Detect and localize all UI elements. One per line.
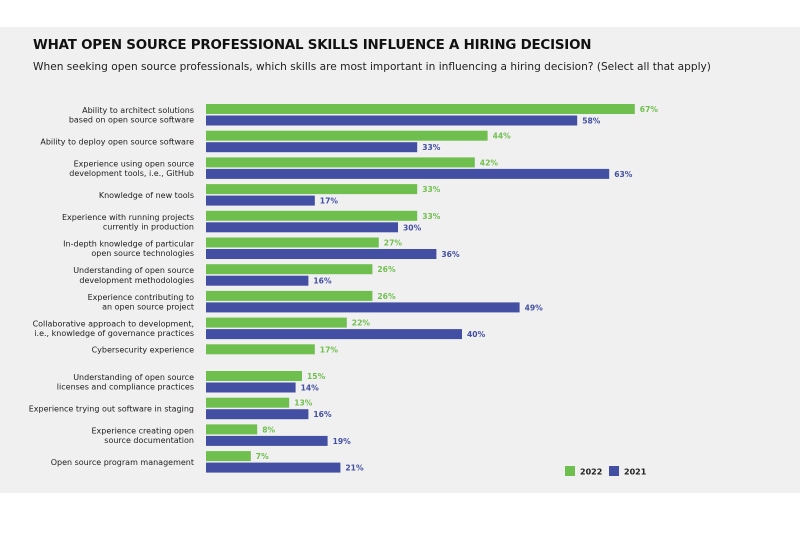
category-label-line: open source technologies bbox=[91, 249, 194, 258]
category-label: Open source program management bbox=[51, 458, 194, 467]
legend-label-2022: 2022 bbox=[580, 468, 602, 477]
value-label-2021: 16% bbox=[313, 410, 332, 419]
value-label-2021: 16% bbox=[313, 277, 332, 286]
value-label-2021: 63% bbox=[614, 170, 633, 179]
bar-2021 bbox=[206, 329, 462, 340]
value-label-2022: 22% bbox=[352, 319, 371, 328]
bar-2022 bbox=[206, 237, 379, 248]
category-label: Experience creating open source documenta… bbox=[91, 426, 194, 445]
value-label-2022: 8% bbox=[262, 425, 275, 434]
bar-2022 bbox=[206, 290, 373, 301]
value-label-2021: 17% bbox=[320, 197, 339, 206]
value-label-2022: 7% bbox=[256, 452, 269, 461]
bar-2021 bbox=[206, 168, 610, 179]
category-label: Experience contributing to an open source… bbox=[88, 293, 195, 312]
value-label-2022: 15% bbox=[307, 372, 326, 381]
category-label: Experience using open source development … bbox=[69, 159, 194, 178]
category-label: Collaborative approach to development, i.… bbox=[33, 320, 194, 339]
bar-2022 bbox=[206, 210, 418, 221]
value-label-2022: 33% bbox=[422, 212, 441, 221]
bar-2022 bbox=[206, 344, 315, 355]
bar-2022 bbox=[206, 397, 290, 408]
category-label: Understanding of open source licenses and… bbox=[57, 373, 194, 392]
value-label-2021: 14% bbox=[301, 384, 320, 393]
category-label: Understanding of open source development … bbox=[73, 266, 194, 285]
bar-2021 bbox=[206, 409, 309, 420]
category-label-line: Ability to deploy open source software bbox=[40, 137, 194, 146]
bar-2022 bbox=[206, 424, 258, 435]
category-label-line: Experience creating open bbox=[91, 426, 194, 435]
category-label-line: Understanding of open source bbox=[73, 373, 194, 382]
bar-2021 bbox=[206, 302, 520, 313]
value-label-2022: 17% bbox=[320, 345, 339, 354]
category-label-line: Experience trying out software in stagin… bbox=[29, 404, 194, 413]
bar-2022 bbox=[206, 157, 475, 168]
value-label-2022: 67% bbox=[640, 105, 659, 114]
category-label-line: Open source program management bbox=[51, 458, 194, 467]
bar-2021 bbox=[206, 462, 341, 473]
value-label-2022: 44% bbox=[493, 132, 512, 141]
value-label-2021: 40% bbox=[467, 330, 486, 339]
category-label: Cybersecurity experience bbox=[92, 345, 195, 354]
category-label: Ability to deploy open source software bbox=[40, 137, 194, 146]
chart-title: WHAT OPEN SOURCE PROFESSIONAL SKILLS INF… bbox=[33, 38, 592, 53]
legend-swatch-2022 bbox=[565, 466, 575, 476]
value-label-2021: 58% bbox=[582, 117, 601, 126]
category-label-line: source documentation bbox=[104, 436, 194, 445]
category-label-line: licenses and compliance practices bbox=[57, 383, 194, 392]
category-label-line: currently in production bbox=[103, 222, 194, 231]
category-label: In-depth knowledge of particular open sou… bbox=[63, 239, 195, 258]
bar-2022 bbox=[206, 104, 635, 114]
category-label: Experience trying out software in stagin… bbox=[29, 404, 194, 413]
bar-2021 bbox=[206, 382, 296, 393]
value-label-2021: 33% bbox=[422, 143, 441, 152]
bar-2022 bbox=[206, 184, 418, 195]
bar-2022 bbox=[206, 317, 347, 328]
category-label-line: development methodologies bbox=[79, 276, 194, 285]
category-label-line: Knowledge of new tools bbox=[99, 191, 194, 200]
value-label-2021: 36% bbox=[441, 250, 460, 259]
category-label: Knowledge of new tools bbox=[99, 191, 194, 200]
value-label-2021: 30% bbox=[403, 223, 422, 232]
bar-2022 bbox=[206, 264, 373, 275]
value-label-2022: 26% bbox=[377, 292, 396, 301]
bar-2021 bbox=[206, 249, 437, 259]
category-label-line: development tools, i.e., GitHub bbox=[69, 169, 194, 178]
bar-2021 bbox=[206, 275, 309, 286]
category-label-line: Collaborative approach to development, bbox=[33, 320, 194, 329]
category-label-line: an open source project bbox=[102, 302, 194, 311]
bar-2021 bbox=[206, 115, 578, 126]
category-label-line: In-depth knowledge of particular bbox=[63, 239, 195, 248]
category-label-line: Experience with running projects bbox=[62, 213, 194, 222]
value-label-2022: 33% bbox=[422, 185, 441, 194]
value-label-2022: 27% bbox=[384, 239, 403, 248]
category-label-line: Cybersecurity experience bbox=[92, 345, 195, 354]
value-label-2022: 42% bbox=[480, 158, 499, 167]
value-label-2021: 49% bbox=[525, 303, 544, 312]
bar-2022 bbox=[206, 130, 488, 141]
bar-2021 bbox=[206, 435, 328, 446]
category-label: Experience with running projects currentl… bbox=[62, 213, 194, 232]
bar-2021 bbox=[206, 142, 418, 153]
value-label-2022: 13% bbox=[294, 399, 313, 408]
category-label-line: Experience using open source bbox=[74, 159, 194, 168]
legend-swatch-2021 bbox=[609, 466, 619, 476]
bar-2022 bbox=[206, 371, 302, 381]
category-label-line: Understanding of open source bbox=[73, 266, 194, 275]
legend-label-2021: 2021 bbox=[624, 468, 647, 477]
category-label-line: i.e., knowledge of governance practices bbox=[34, 329, 194, 338]
bar-2021 bbox=[206, 222, 398, 233]
bar-2021 bbox=[206, 195, 315, 206]
category-label: Ability to architect solutions based on o… bbox=[69, 106, 194, 125]
value-label-2021: 21% bbox=[345, 464, 364, 473]
category-label-line: based on open source software bbox=[69, 116, 194, 125]
value-label-2022: 26% bbox=[377, 265, 396, 274]
bar-2022 bbox=[206, 451, 251, 462]
value-label-2021: 19% bbox=[333, 437, 352, 446]
category-label-line: Ability to architect solutions bbox=[82, 106, 194, 115]
category-label-line: Experience contributing to bbox=[88, 293, 195, 302]
chart-subtitle: When seeking open source professionals, … bbox=[33, 61, 711, 73]
